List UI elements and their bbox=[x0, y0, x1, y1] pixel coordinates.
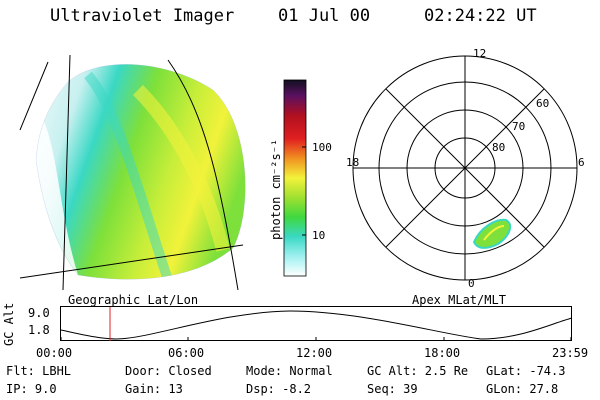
gain-info: Gain: 13 bbox=[125, 382, 183, 396]
mlat-label-70: 70 bbox=[512, 120, 526, 133]
colorbar-tick-10: 10 bbox=[312, 229, 326, 242]
mlt-label-18: 18 bbox=[346, 156, 360, 169]
gridline-left bbox=[19, 61, 49, 131]
gridline-right bbox=[167, 59, 239, 290]
time-tick-1800: 18:00 bbox=[424, 346, 461, 360]
observation-date: 01 Jul 00 bbox=[278, 6, 371, 26]
time-tick-0000: 00:00 bbox=[36, 346, 73, 360]
gc-alt-info: GC Alt: 2.5 Re bbox=[367, 364, 469, 378]
mlat-label-60: 60 bbox=[536, 97, 550, 110]
altitude-ytick-top: 9.0 bbox=[28, 306, 50, 320]
altitude-ylabel: GC Alt bbox=[2, 302, 16, 346]
ip-info: IP: 9.0 bbox=[6, 382, 57, 396]
time-tick-0600: 06:00 bbox=[168, 346, 205, 360]
gridline-meridian bbox=[62, 54, 71, 290]
altitude-timeline bbox=[60, 306, 573, 341]
mlt-line-diag-b bbox=[385, 88, 545, 248]
mlt-label-0: 0 bbox=[468, 277, 475, 290]
polar-plot bbox=[352, 55, 578, 281]
altitude-curve bbox=[60, 310, 573, 340]
mlat-label-80: 80 bbox=[492, 141, 506, 154]
image-projection-label: Geographic Lat/Lon bbox=[68, 293, 199, 307]
auroral-image-panel bbox=[19, 54, 246, 290]
mlt-label-6: 6 bbox=[578, 156, 585, 169]
door-info: Door: Closed bbox=[125, 364, 212, 378]
mode-info: Mode: Normal bbox=[246, 364, 333, 378]
filter-info: Flt: LBHL bbox=[6, 364, 72, 378]
dsp-info: Dsp: -8.2 bbox=[246, 382, 312, 396]
gridline-parallel bbox=[19, 244, 244, 279]
seq-info: Seq: 39 bbox=[367, 382, 418, 396]
time-tick-1200: 12:00 bbox=[296, 346, 333, 360]
time-tick-2359: 23:59 bbox=[552, 346, 589, 360]
observation-time: 02:24:22 UT bbox=[424, 6, 537, 26]
glat-info: GLat: -74.3 bbox=[486, 364, 566, 378]
mlt-label-12: 12 bbox=[473, 47, 487, 60]
altitude-ytick-bottom: 1.8 bbox=[28, 323, 50, 337]
auroral-emission-image bbox=[36, 64, 246, 280]
colorbar-unit-label: photon cm⁻²s⁻¹ bbox=[269, 138, 283, 240]
glon-info: GLon: 27.8 bbox=[486, 382, 559, 396]
polar-projection-label: Apex MLat/MLT bbox=[412, 293, 506, 307]
colorbar bbox=[283, 79, 307, 277]
colorbar-tick-100: 100 bbox=[312, 141, 332, 154]
instrument-title: Ultraviolet Imager bbox=[50, 6, 235, 26]
